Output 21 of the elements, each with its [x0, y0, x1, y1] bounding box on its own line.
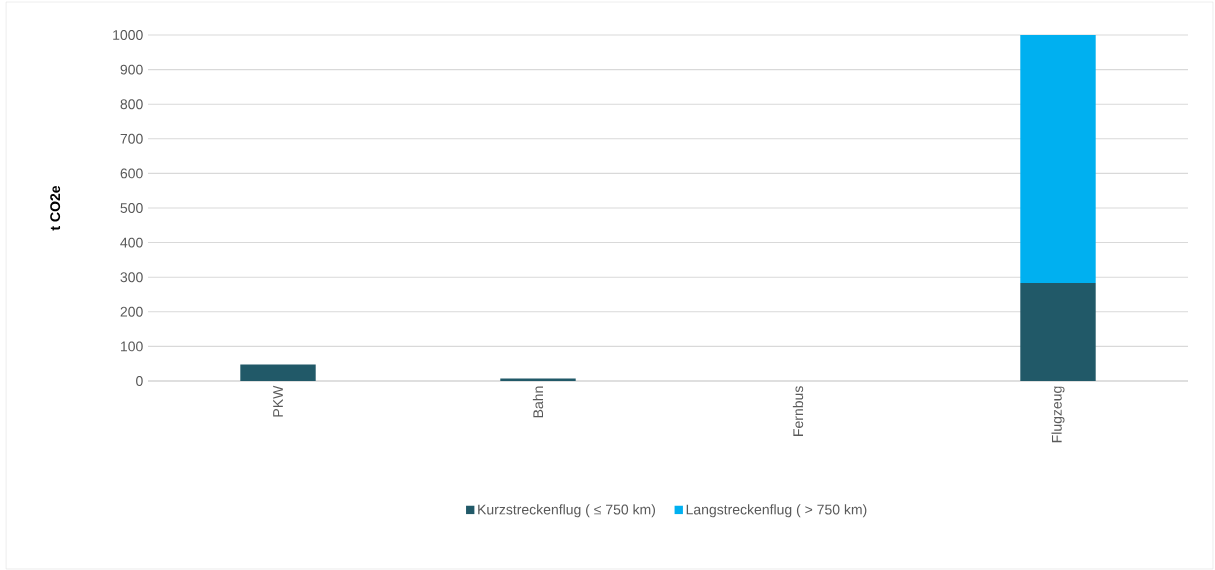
y-tick-label: 400 [120, 237, 143, 248]
x-tick-label: Fernbus [792, 386, 804, 436]
bar [1020, 34, 1096, 284]
y-tick-label: 700 [120, 133, 143, 144]
y-axis-title: t CO2e [50, 185, 61, 231]
y-tick-label: 300 [120, 272, 143, 283]
x-tick-label: PKW [273, 385, 283, 417]
legend-label: Langstreckenflug ( > 750 km) [686, 504, 867, 518]
legend-label: Kurzstreckenflug ( ≤ 750 km) [478, 504, 656, 518]
bar [1020, 283, 1096, 381]
y-tick-label: 800 [120, 99, 143, 110]
y-tick-label: 500 [120, 203, 143, 213]
x-tick-label: Bahn [532, 386, 544, 418]
y-tick-label: 900 [120, 64, 143, 75]
y-tick-label: 1000 [113, 30, 143, 40]
y-tick-label: 200 [120, 306, 143, 317]
y-tick-label: 0 [136, 376, 143, 386]
y-tick-label: 100 [121, 341, 143, 352]
x-tick-label: Flugzeug [1051, 386, 1065, 443]
bar [240, 364, 316, 381]
y-tick-label: 600 [120, 168, 143, 179]
